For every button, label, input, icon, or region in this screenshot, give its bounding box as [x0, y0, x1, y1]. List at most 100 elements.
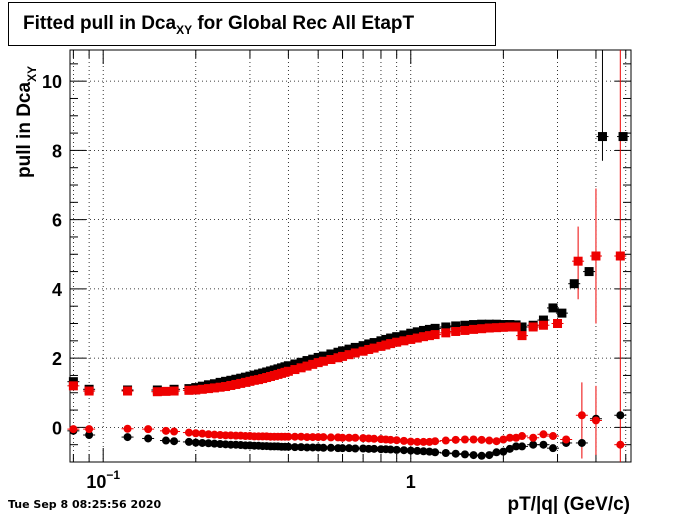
circle-marker — [370, 444, 379, 453]
circle-marker — [539, 430, 548, 439]
square-marker — [226, 375, 236, 385]
circle-marker — [198, 438, 207, 447]
square-marker — [358, 341, 368, 351]
square-marker — [313, 358, 323, 368]
circle-marker — [441, 448, 450, 457]
square-marker — [338, 346, 348, 356]
square-marker — [308, 354, 318, 364]
y-axis-label-main: pull in Dca — [14, 82, 35, 179]
circle-marker — [419, 447, 428, 456]
y-tick-label: 4 — [52, 280, 62, 300]
square-marker — [477, 319, 487, 329]
square-marker — [573, 256, 583, 266]
square-marker — [477, 324, 487, 334]
circle-marker — [290, 443, 299, 452]
circle-marker — [123, 424, 132, 433]
circle-marker — [184, 428, 193, 437]
square-marker — [84, 386, 94, 396]
circle-marker — [431, 448, 440, 457]
square-marker — [460, 320, 470, 330]
x-tick-label: 10−1 — [86, 468, 120, 492]
square-marker — [296, 363, 306, 373]
chart-title-subscript: XY — [176, 22, 193, 37]
square-marker — [369, 338, 379, 348]
square-marker — [392, 332, 402, 342]
square-marker — [419, 325, 429, 335]
circle-marker — [460, 435, 469, 444]
data-markers — [68, 132, 628, 460]
square-marker — [318, 351, 328, 361]
square-marker — [386, 333, 396, 343]
square-marker — [381, 340, 391, 350]
square-marker — [231, 374, 241, 384]
square-marker — [381, 334, 391, 344]
x-axis-label: pT/|q| (GeV/c) — [507, 494, 630, 514]
timestamp: Tue Sep 8 08:25:56 2020 — [8, 498, 162, 511]
circle-marker — [204, 439, 213, 448]
circle-marker — [469, 435, 478, 444]
square-marker — [240, 372, 250, 382]
square-marker — [221, 376, 231, 386]
square-marker — [344, 350, 354, 360]
circle-marker — [505, 444, 514, 453]
square-marker — [152, 387, 162, 397]
square-marker — [424, 324, 434, 334]
square-marker — [191, 385, 201, 395]
circle-marker — [499, 435, 508, 444]
error-bars — [67, 50, 630, 462]
square-marker — [236, 373, 246, 383]
square-marker — [184, 385, 194, 395]
square-marker — [326, 349, 336, 359]
circle-marker — [413, 437, 422, 446]
square-marker — [161, 386, 171, 396]
circle-marker — [210, 439, 219, 448]
circle-marker — [518, 442, 527, 451]
square-marker — [597, 132, 607, 142]
square-marker — [441, 322, 451, 332]
square-marker — [492, 323, 502, 333]
square-marker — [364, 344, 374, 354]
circle-marker — [529, 440, 538, 449]
circle-marker — [290, 432, 299, 441]
circle-marker — [485, 436, 494, 445]
circle-marker — [441, 436, 450, 445]
square-marker — [460, 325, 470, 335]
circle-marker — [419, 437, 428, 446]
square-marker — [231, 379, 241, 389]
square-marker — [376, 341, 386, 351]
square-marker — [392, 337, 402, 347]
square-marker — [302, 361, 312, 371]
circle-marker — [518, 432, 527, 441]
plot-frame — [69, 49, 632, 463]
square-marker — [511, 322, 521, 332]
square-marker — [505, 322, 515, 332]
circle-marker — [345, 433, 354, 442]
axis-ticks — [70, 50, 631, 463]
square-marker — [386, 339, 396, 349]
circle-marker — [319, 443, 328, 452]
square-marker — [569, 279, 579, 289]
circle-marker — [351, 433, 360, 442]
square-marker — [302, 356, 312, 366]
circle-marker — [577, 438, 586, 447]
circle-marker — [591, 416, 600, 425]
circle-marker — [512, 442, 521, 451]
square-marker — [350, 348, 360, 358]
circle-marker — [392, 436, 401, 445]
square-marker — [283, 361, 293, 371]
square-marker — [240, 377, 250, 387]
circle-marker — [386, 445, 395, 454]
circle-marker — [431, 437, 440, 446]
square-marker — [399, 330, 409, 340]
circle-marker — [303, 443, 312, 452]
circle-marker — [161, 426, 170, 435]
square-marker — [215, 382, 225, 392]
circle-marker — [326, 443, 335, 452]
circle-marker — [499, 447, 508, 456]
y-tick-label: 6 — [52, 211, 62, 231]
y-axis-label: pull in DcaXY — [14, 66, 39, 178]
circle-marker — [492, 448, 501, 457]
chart-title: Fitted pull in DcaXY for Global Rec All … — [23, 13, 414, 37]
square-marker — [333, 347, 343, 357]
